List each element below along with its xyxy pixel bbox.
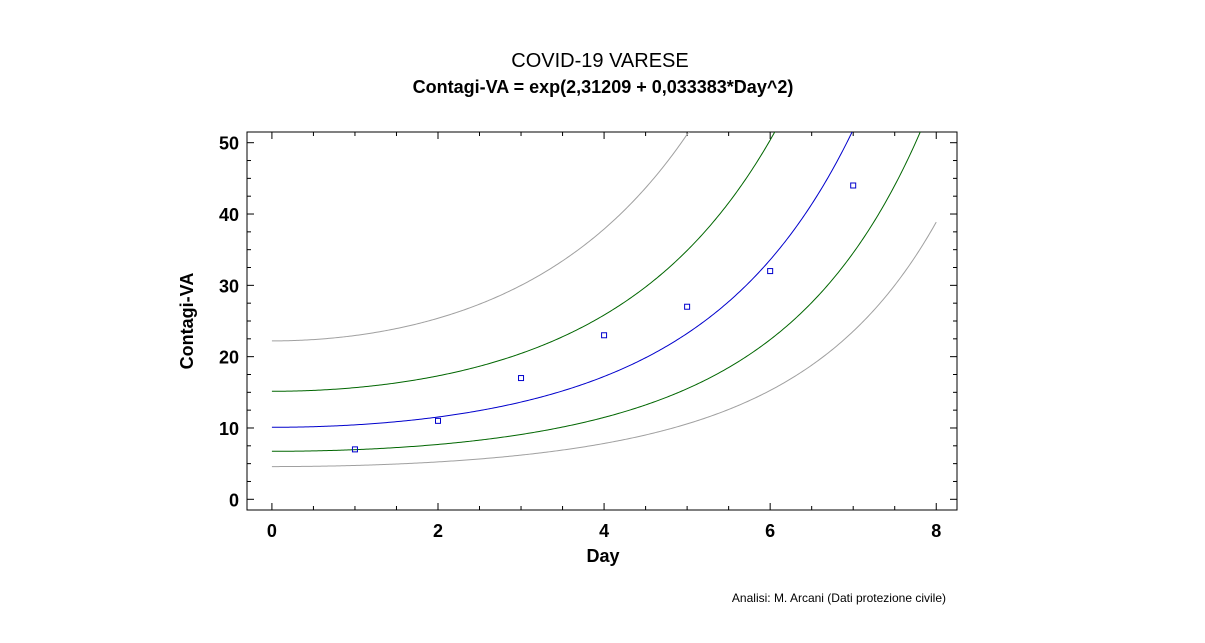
y-tick-label: 0	[229, 490, 239, 510]
data-point	[767, 268, 774, 275]
y-tick-label: 50	[219, 134, 239, 154]
confidence-lower-curve	[271, 132, 921, 452]
x-tick-label: 6	[765, 521, 775, 541]
plot-frame	[246, 131, 958, 511]
data-point	[684, 303, 691, 310]
prediction-upper-curve	[271, 132, 690, 342]
confidence-upper-curve	[271, 132, 776, 392]
chart-subtitle: Contagi-VA = exp(2,31209 + 0,033383*Day^…	[413, 77, 794, 97]
data-point	[601, 332, 608, 339]
y-axis-label: Contagi-VA	[177, 273, 197, 370]
data-points	[351, 182, 857, 453]
x-tick-label: 0	[267, 521, 277, 541]
fitted-curve	[271, 132, 853, 428]
y-tick-label: 40	[219, 205, 239, 225]
data-point	[850, 182, 857, 189]
x-axis-label: Day	[586, 546, 619, 566]
footnote: Analisi: M. Arcani (Dati protezione civi…	[732, 591, 946, 605]
x-tick-label: 4	[599, 521, 609, 541]
y-tick-label: 20	[219, 348, 239, 368]
tick-labels: 0 2 4 6 8 0 10 20 30 40 50	[219, 134, 941, 541]
fit-curves	[271, 132, 937, 468]
prediction-lower-curve	[271, 221, 937, 468]
data-point	[351, 446, 358, 453]
chart-title: COVID-19 VARESE	[511, 50, 688, 72]
y-tick-label: 10	[219, 419, 239, 439]
data-point	[434, 417, 441, 424]
y-tick-label: 30	[219, 276, 239, 296]
data-point	[518, 375, 525, 382]
axis-ticks	[247, 132, 957, 510]
x-tick-label: 2	[433, 521, 443, 541]
x-tick-label: 8	[931, 521, 941, 541]
